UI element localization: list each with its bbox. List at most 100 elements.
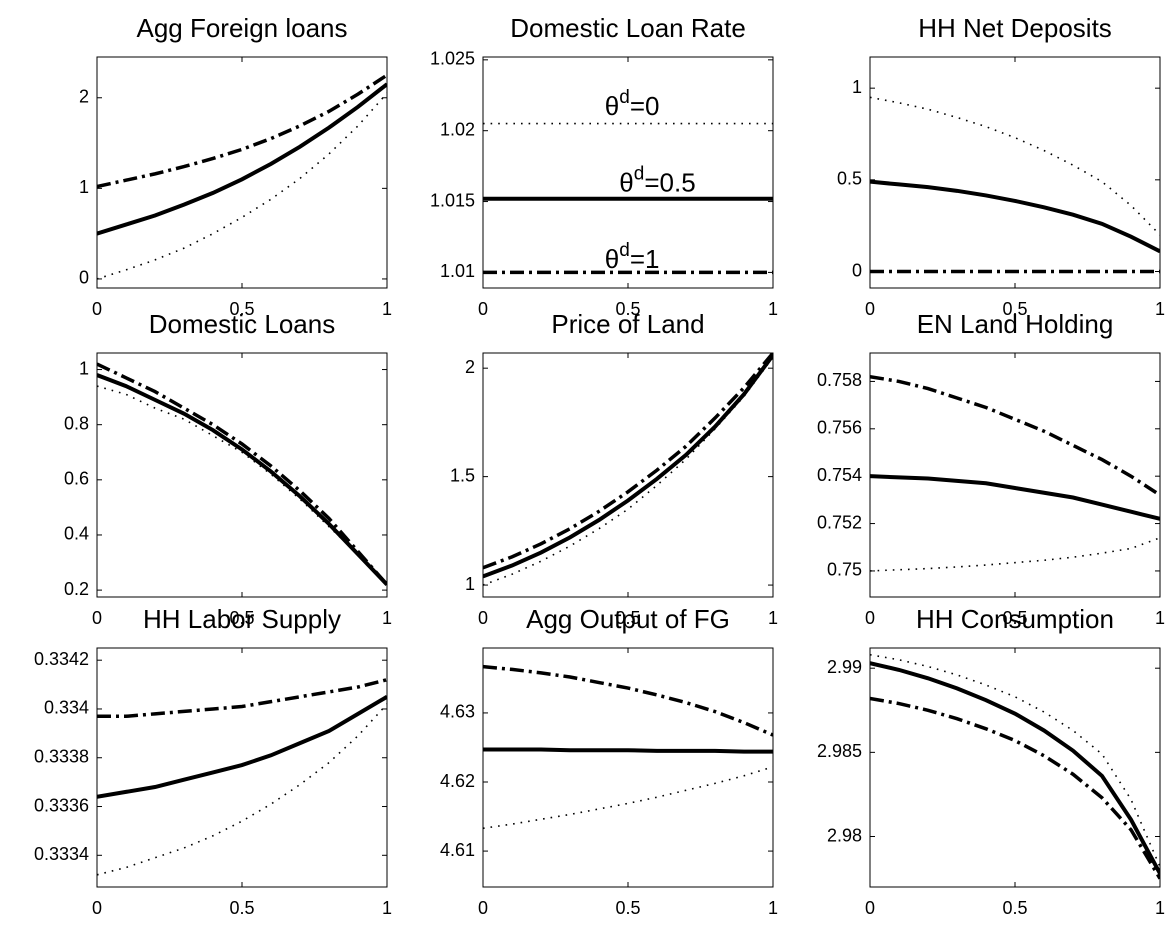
- x-tick-label: 1: [1155, 299, 1165, 319]
- x-tick-label: 0.5: [615, 608, 640, 628]
- y-tick-label: 0.754: [817, 465, 862, 485]
- series-line: [483, 353, 773, 579]
- x-tick-label: 1: [382, 898, 392, 918]
- series-line: [870, 537, 1160, 572]
- annotation-rest: =0: [630, 91, 660, 121]
- x-tick-label: 0: [92, 299, 102, 319]
- y-tick-label: 0: [852, 260, 862, 280]
- plot-area: [870, 374, 1160, 572]
- series-line: [97, 73, 387, 189]
- x-tick-label: 1: [382, 608, 392, 628]
- y-tick-label: 1: [852, 77, 862, 97]
- chart-title: Agg Output of FG: [526, 604, 730, 634]
- subplot: Price of Land 0 0.5 1 1 1.5 2: [450, 309, 778, 628]
- y-tick-label: 1: [465, 574, 475, 594]
- series-line: [483, 353, 773, 570]
- plot-area: [483, 664, 773, 830]
- series-line: [97, 82, 387, 236]
- y-tick-label: 4.63: [440, 702, 475, 722]
- plot-area: [97, 678, 387, 876]
- annotation-sup: d: [634, 164, 645, 185]
- plot-area: [97, 73, 387, 280]
- y-tick-label: 1: [79, 358, 89, 378]
- y-tick-label: 1.01: [440, 261, 475, 281]
- subplot: HH Net Deposits 0 0.5 1 0 0.5 1: [837, 13, 1165, 319]
- x-tick-label: 0.5: [229, 898, 254, 918]
- y-tick-label: 0: [79, 268, 89, 288]
- axes-box: [96, 647, 388, 888]
- series-line: [870, 474, 1160, 521]
- axes-box: [869, 352, 1161, 598]
- chart-title: Agg Foreign loans: [136, 13, 347, 43]
- x-tick-label: 0: [478, 608, 488, 628]
- y-tick-label: 2: [465, 357, 475, 377]
- series-line: [870, 696, 1160, 880]
- annotation-text: θ: [619, 167, 633, 197]
- series-line: [97, 373, 387, 586]
- annotation-sup: d: [619, 240, 630, 261]
- annotation: θd=1: [605, 240, 660, 274]
- chart-title: HH Labor Supply: [143, 604, 341, 634]
- y-tick-label: 4.62: [440, 771, 475, 791]
- x-tick-label: 1: [1155, 608, 1165, 628]
- chart-title: Price of Land: [551, 309, 704, 339]
- subplot: Agg Output of FG 0 0.5 1 4.61 4.62 4.63: [440, 604, 778, 918]
- x-tick-label: 0: [92, 898, 102, 918]
- x-tick-label: 0: [865, 608, 875, 628]
- x-tick-label: 0: [92, 608, 102, 628]
- y-tick-label: 1.025: [430, 49, 475, 69]
- plot-area: [483, 122, 773, 275]
- x-tick-label: 0.5: [1002, 898, 1027, 918]
- axes-box: [96, 352, 388, 598]
- chart-title: Domestic Loans: [149, 309, 335, 339]
- y-tick-label: 0.752: [817, 512, 862, 532]
- y-tick-label: 1.02: [440, 119, 475, 139]
- axes-box: [869, 647, 1161, 888]
- x-tick-label: 1: [1155, 898, 1165, 918]
- y-tick-label: 1: [79, 177, 89, 197]
- y-tick-label: 0.3338: [34, 746, 89, 766]
- y-tick-label: 4.61: [440, 840, 475, 860]
- y-tick-label: 0.75: [827, 560, 862, 580]
- x-tick-label: 0: [478, 898, 488, 918]
- annotation-rest: =0.5: [644, 167, 695, 197]
- subplot: Agg Foreign loans 0 0.5 1 0 1 2: [79, 13, 392, 319]
- x-tick-label: 1: [768, 299, 778, 319]
- series-line: [97, 92, 387, 280]
- x-tick-label: 0.5: [1002, 299, 1027, 319]
- plot-area: [97, 362, 387, 586]
- annotation-rest: =1: [630, 244, 660, 274]
- annotation: θd=0: [605, 87, 660, 121]
- plot-area: [483, 353, 773, 586]
- annotation: θd=0.5: [619, 164, 695, 198]
- x-tick-label: 0.5: [1002, 608, 1027, 628]
- y-tick-label: 0.756: [817, 418, 862, 438]
- y-tick-label: 1.5: [450, 465, 475, 485]
- y-tick-label: 0.3342: [34, 649, 89, 669]
- x-tick-label: 1: [382, 299, 392, 319]
- chart-title: EN Land Holding: [917, 309, 1114, 339]
- y-tick-label: 0.6: [64, 469, 89, 489]
- y-tick-label: 0.3336: [34, 795, 89, 815]
- subplot: Domestic Loans 0 0.5 1 0.2 0.4 0.6 0.8 1: [64, 309, 392, 628]
- annotation-sup: d: [619, 87, 630, 108]
- chart-title: HH Net Deposits: [918, 13, 1112, 43]
- y-tick-label: 2.99: [827, 657, 862, 677]
- x-tick-label: 0.5: [229, 608, 254, 628]
- chart-title: HH Consumption: [916, 604, 1114, 634]
- subplot: EN Land Holding 0 0.5 1 0.75 0.752 0.754 0.756 0…: [817, 309, 1165, 628]
- series-line: [483, 664, 773, 737]
- x-tick-label: 0.5: [229, 299, 254, 319]
- subplot: Domestic Loan Rate 0 0.5 1 1.01 1.015 1.02 1.02…: [430, 13, 778, 319]
- series-line: [483, 747, 773, 754]
- series-line: [870, 661, 1160, 875]
- x-tick-label: 0.5: [615, 299, 640, 319]
- y-tick-label: 2.98: [827, 825, 862, 845]
- y-tick-label: 0.5: [837, 169, 862, 189]
- x-tick-label: 0: [865, 898, 875, 918]
- series-line: [870, 179, 1160, 254]
- y-tick-label: 2.985: [817, 741, 862, 761]
- series-line: [483, 766, 773, 830]
- series-line: [97, 362, 387, 586]
